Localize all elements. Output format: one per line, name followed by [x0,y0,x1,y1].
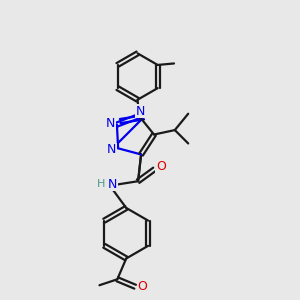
Text: N: N [136,104,145,118]
Text: N: N [108,178,118,191]
Text: O: O [156,160,166,173]
Text: N: N [106,117,115,130]
Text: N: N [107,143,116,156]
Text: O: O [138,280,148,293]
Text: H: H [98,179,106,189]
